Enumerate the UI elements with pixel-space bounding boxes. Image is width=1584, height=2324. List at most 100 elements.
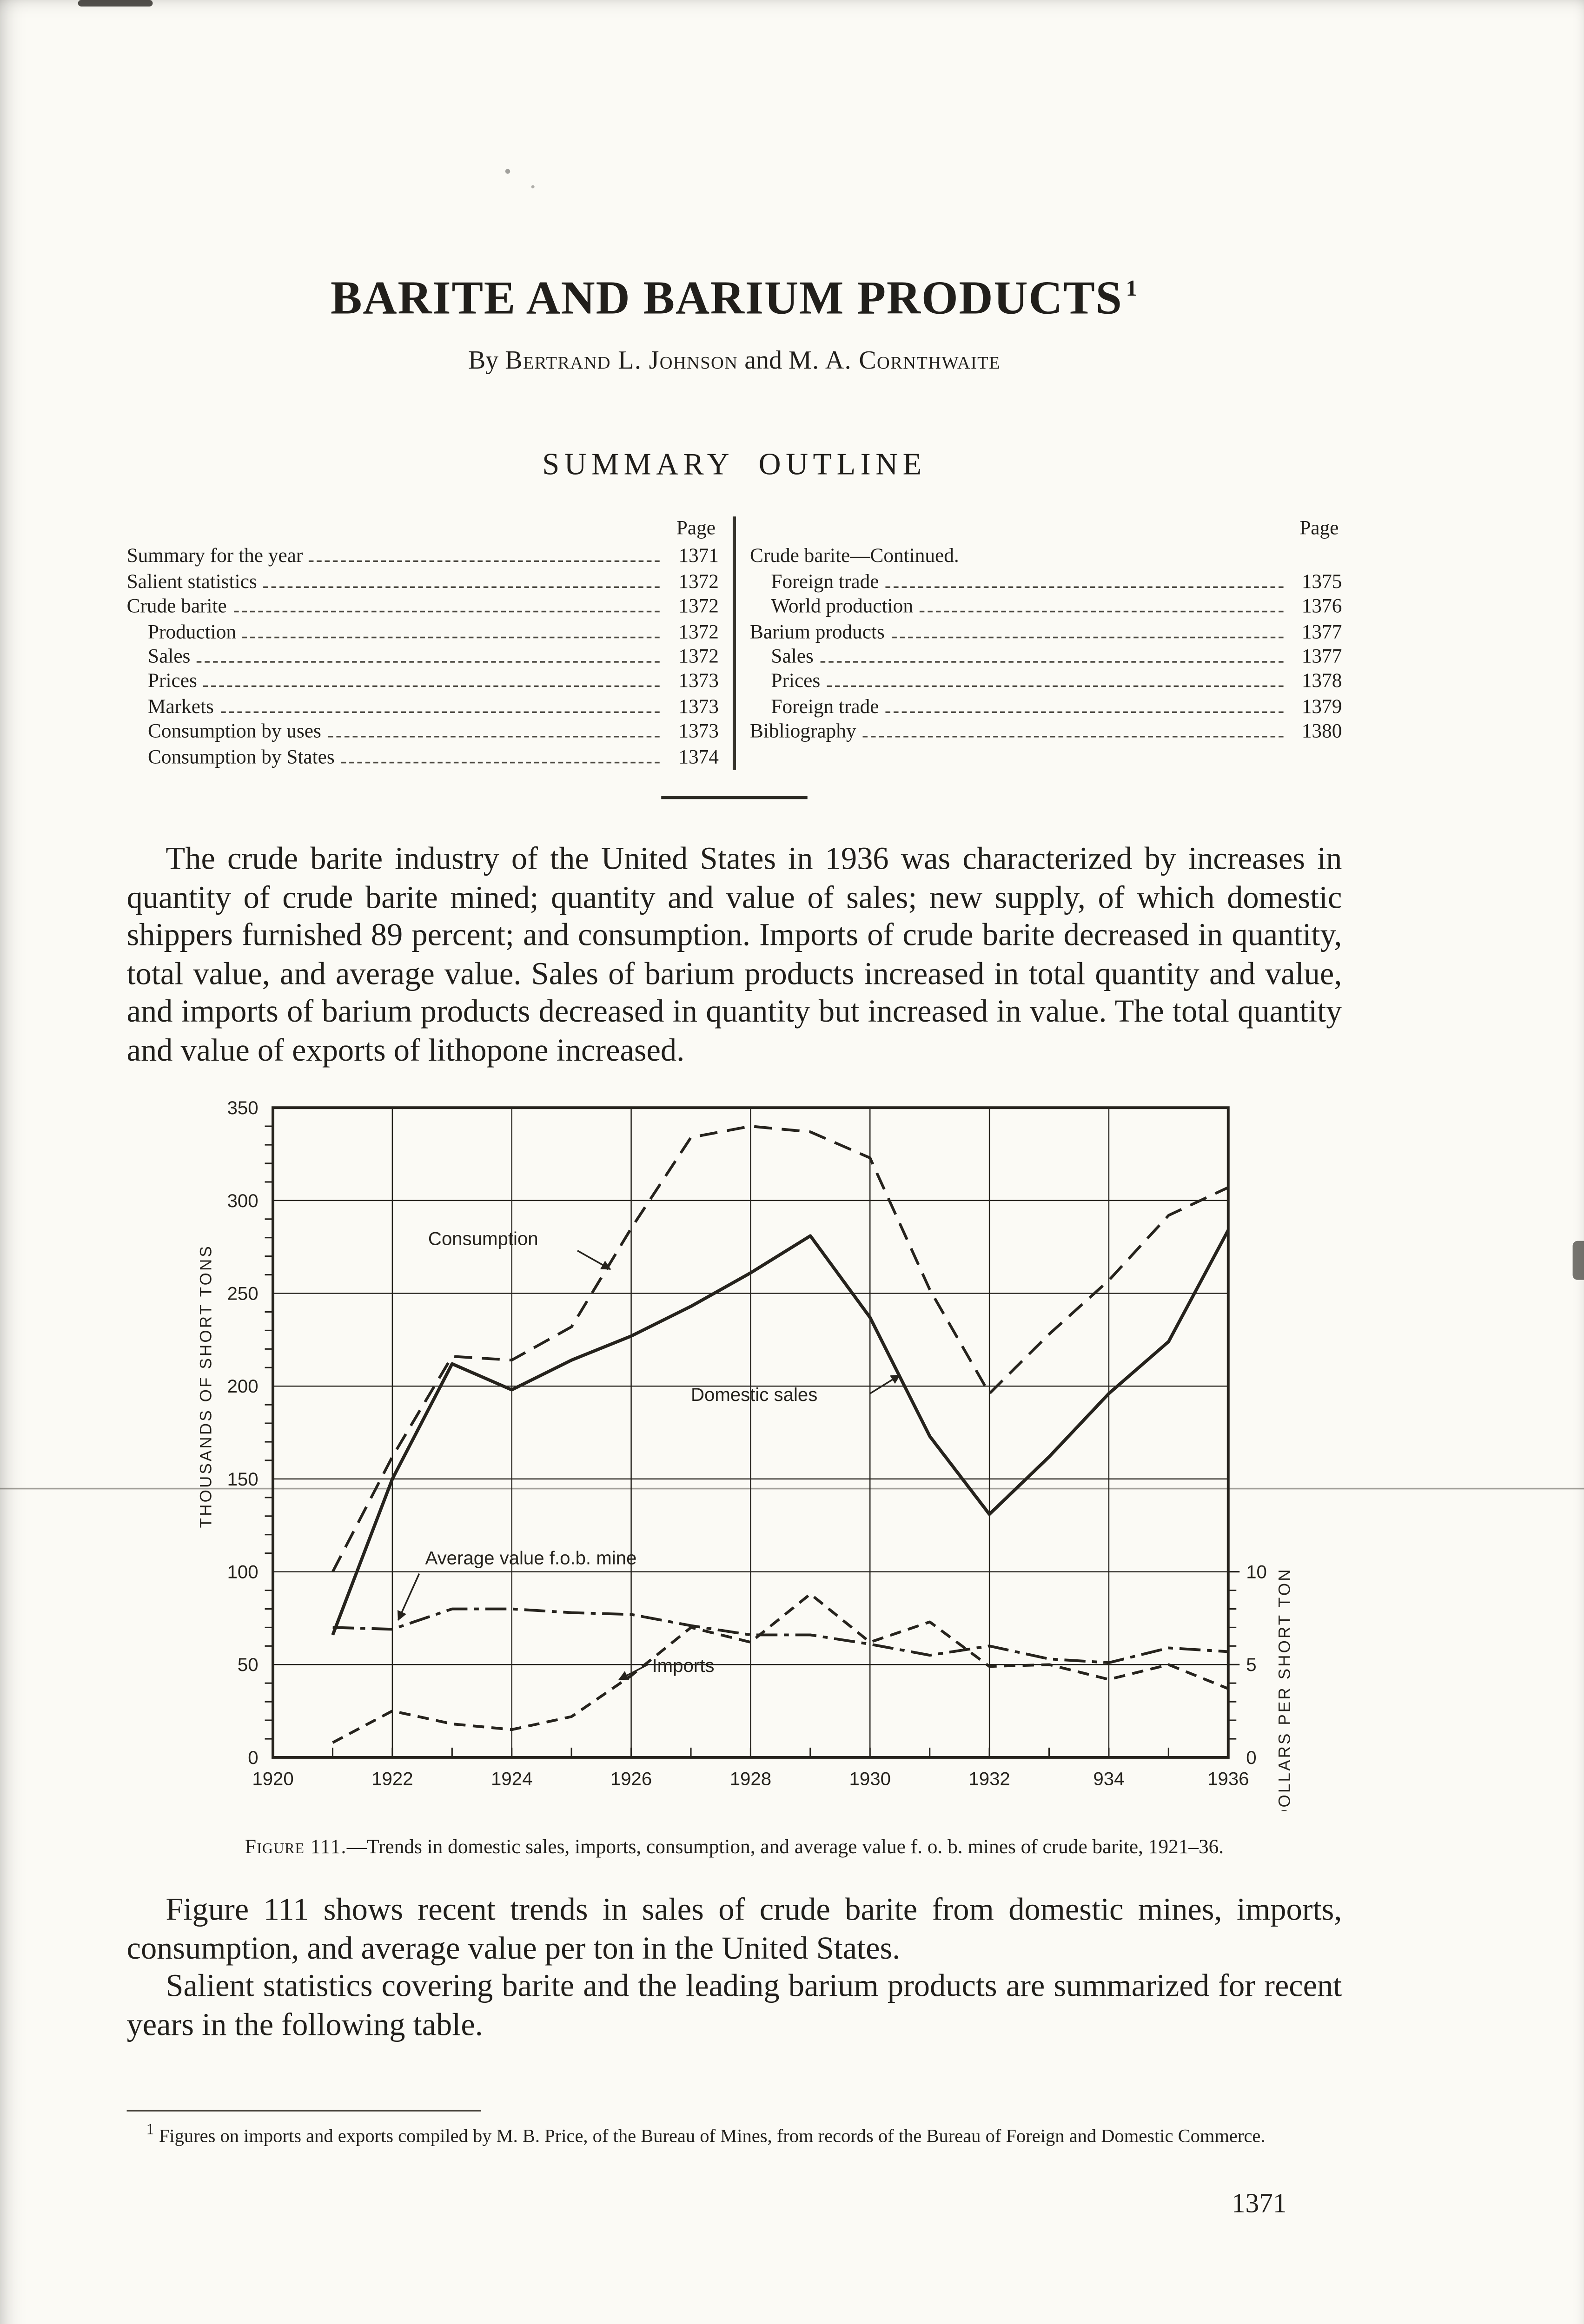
scan-artifact-speck — [505, 169, 510, 174]
svg-text:50: 50 — [238, 1654, 258, 1675]
intro-paragraph: The crude barite industry of the United … — [126, 843, 1342, 1068]
outline-item-label: Barium products — [749, 620, 885, 643]
leader-dashes — [243, 636, 661, 638]
summary-outline-table: Page Summary for the year 1371 Salient sta… — [127, 516, 1342, 770]
byline-prefix: By — [468, 347, 499, 376]
footnote-text: Figures on imports and exports compiled … — [159, 2126, 1266, 2147]
svg-text:934: 934 — [1093, 1769, 1124, 1789]
page-content: BARITE AND BARIUM PRODUCTS 1 By Bertrand … — [126, 0, 1342, 2221]
outline-item-label: Prices — [147, 670, 197, 693]
figure-111: 0 50 100 150 200 250 300 350 1920 1922 1924 1926 192… — [182, 1096, 1335, 1821]
label-arrow — [869, 1374, 901, 1394]
svg-text:300: 300 — [227, 1190, 258, 1211]
outline-item-page: 1379 — [1301, 695, 1342, 718]
page-column-header: Page — [676, 516, 716, 540]
outline-item-page: 1378 — [1301, 670, 1342, 693]
leader-dashes — [341, 761, 661, 763]
page-title: BARITE AND BARIUM PRODUCTS 1 — [127, 0, 1342, 326]
outline-item-label: World production — [771, 594, 914, 618]
leader-dashes — [891, 636, 1284, 638]
outline-item: Barium products 1377 — [750, 620, 1342, 645]
outline-item-label: Bibliography — [749, 720, 856, 743]
byline: By Bertrand L. Johnson and M. A. Cornthw… — [127, 348, 1342, 377]
x-axis-tick-labels: 1920 1922 1924 1926 1928 1930 1932 934 1936 — [252, 1769, 1249, 1789]
outline-item-label: Consumption by uses — [147, 720, 321, 743]
scan-artifact-edge-mark — [1572, 1241, 1584, 1280]
outline-item: Foreign trade 1375 — [750, 570, 1342, 595]
outline-item-label: Production — [147, 620, 237, 643]
outline-item: Crude barite 1372 — [127, 595, 719, 620]
footnote-marker: 1 — [146, 2121, 154, 2139]
outline-item-label: Sales — [147, 645, 191, 668]
svg-text:10: 10 — [1246, 1562, 1267, 1583]
right-axis-title: DOLLARS PER SHORT TON — [1276, 1568, 1294, 1811]
svg-text:1932: 1932 — [968, 1769, 1010, 1789]
outline-item-label: Consumption by States — [147, 745, 335, 768]
svg-text:5: 5 — [1246, 1654, 1256, 1675]
outline-item: Sales 1377 — [750, 645, 1342, 670]
leader-dashes — [197, 661, 661, 663]
outline-item-label: Summary for the year — [126, 545, 303, 568]
leader-dashes — [263, 586, 661, 588]
scan-artifact-smudge — [78, 0, 153, 7]
label-arrow — [397, 1573, 420, 1621]
figure-description-paragraph: Figure 111 shows recent trends in sales … — [126, 1894, 1342, 1967]
outline-item-page: 1376 — [1301, 594, 1342, 618]
outline-item: Production 1372 — [127, 620, 719, 645]
outline-item: Summary for the year 1371 — [127, 545, 719, 570]
svg-text:1936: 1936 — [1207, 1769, 1249, 1789]
svg-text:1930: 1930 — [849, 1769, 891, 1789]
leader-dashes — [327, 736, 661, 738]
page-column-header: Page — [1299, 516, 1339, 540]
outline-left-items: Summary for the year 1371 Salient statisti… — [127, 545, 719, 770]
svg-text:100: 100 — [227, 1562, 258, 1583]
outline-right-items: Crude barite—Continued. Foreign trade 1375… — [750, 545, 1342, 745]
series-line-domestic-sales — [331, 1229, 1230, 1636]
outline-left-column: Page Summary for the year 1371 Salient sta… — [127, 516, 734, 770]
right-axis-tick-labels: 0 5 10 — [1246, 1562, 1267, 1768]
svg-text:1926: 1926 — [610, 1769, 652, 1789]
author-1: Bertrand L. Johnson — [505, 347, 738, 376]
leader-dashes — [820, 661, 1284, 663]
svg-text:200: 200 — [227, 1376, 258, 1397]
outline-item-page: 1375 — [1301, 569, 1342, 593]
footnote-text-block: 1 Figures on imports and exports compiled… — [127, 2119, 1342, 2149]
svg-text:1922: 1922 — [371, 1769, 413, 1789]
svg-text:350: 350 — [227, 1097, 258, 1118]
footnote: 1 Figures on imports and exports compiled… — [126, 2110, 1342, 2149]
author-2: M. A. Cornthwaite — [789, 347, 1001, 376]
leader-dashes — [309, 561, 661, 563]
outline-item-page: 1372 — [678, 569, 719, 593]
leader-dashes — [862, 736, 1284, 738]
leader-dashes — [220, 711, 661, 713]
section-end-rule — [661, 796, 808, 799]
title-footnote-ref: 1 — [1126, 278, 1138, 303]
outline-item: Prices 1373 — [127, 670, 719, 695]
y-axis-tick-labels: 0 50 100 150 200 250 300 350 — [227, 1097, 258, 1768]
outline-item: Bibliography 1380 — [750, 720, 1342, 745]
leader-dashes — [203, 686, 661, 688]
leader-dashes — [885, 586, 1284, 588]
outline-item-page: 1373 — [678, 720, 719, 743]
svg-text:0: 0 — [1246, 1747, 1256, 1768]
outline-item-page: 1377 — [1301, 645, 1342, 668]
outline-item-page: 1372 — [678, 594, 719, 618]
page-number: 1371 — [1231, 2188, 1287, 2219]
outline-item: Markets 1373 — [127, 695, 719, 720]
axis-ticks — [265, 1125, 1240, 1758]
series-label: Imports — [652, 1655, 715, 1676]
outline-item: Crude barite—Continued. — [750, 545, 1342, 570]
outline-item-page: 1377 — [1301, 620, 1342, 643]
outline-item-label: Sales — [771, 645, 814, 668]
svg-text:1924: 1924 — [491, 1769, 532, 1789]
outline-item-label: Crude barite — [126, 594, 227, 618]
label-arrow — [618, 1664, 649, 1680]
left-axis-title: THOUSANDS OF SHORT TONS — [197, 1244, 215, 1528]
outline-item-label: Prices — [771, 670, 821, 693]
outline-item-label: Markets — [147, 695, 214, 718]
label-arrow — [577, 1250, 611, 1270]
figure-111-chart: 0 50 100 150 200 250 300 350 1920 1922 1924 1926 192… — [182, 1096, 1335, 1821]
scan-artifact-line — [0, 1487, 1584, 1490]
leader-dashes — [919, 611, 1284, 613]
